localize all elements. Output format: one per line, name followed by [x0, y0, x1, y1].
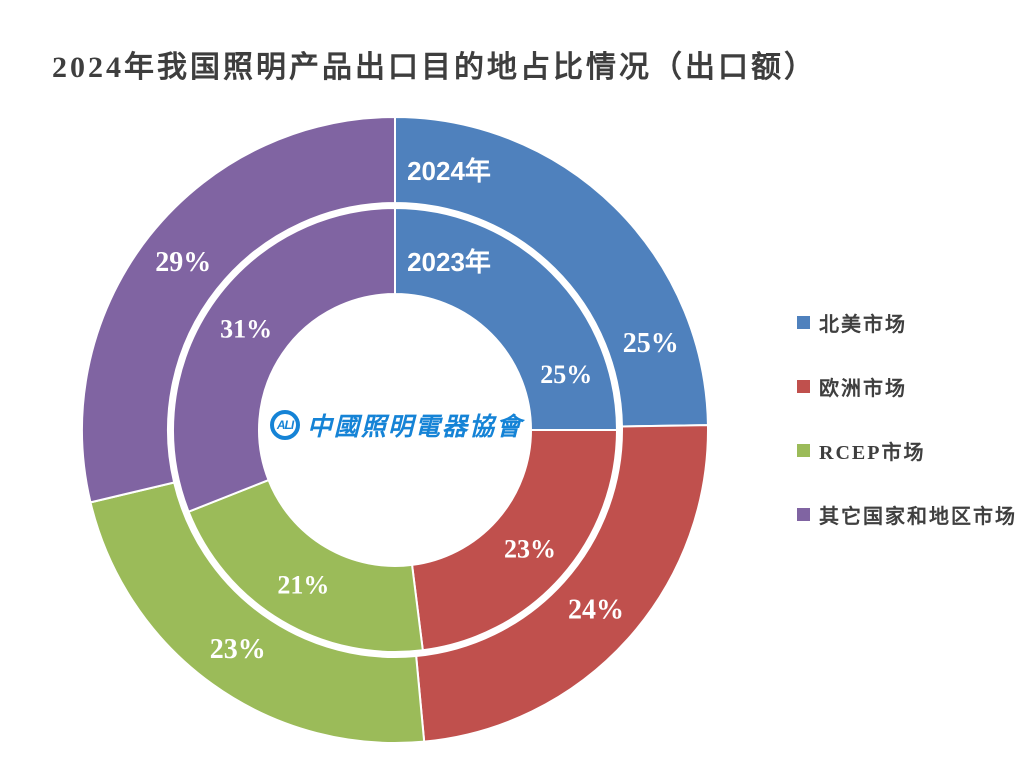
slice-percent-label: 25%	[540, 360, 592, 389]
slice-percent-label: 23%	[210, 634, 266, 665]
donut-slice-2023年-北美市场	[394, 206, 619, 431]
legend-swatch-icon	[797, 443, 810, 457]
legend-item-3: 其它国家和地区市场	[797, 482, 1017, 546]
legend-label: RCEP市场	[819, 441, 926, 464]
donut-slice-2024年-北美市场	[394, 115, 709, 428]
cali-logo-text: 中國照明電器協會	[307, 414, 524, 441]
legend-label: 欧洲市场	[819, 377, 907, 400]
ring-year-label: 2023年	[407, 247, 491, 277]
legend-swatch-icon	[797, 379, 810, 393]
donut-slice-2023年-欧洲市场	[410, 429, 619, 652]
donut-slice-2023年-其它国家和地区市场	[172, 206, 396, 514]
legend-item-1: 欧洲市场	[797, 354, 1017, 418]
slice-percent-label: 21%	[277, 570, 329, 599]
slice-percent-label: 31%	[220, 314, 272, 343]
legend-item-0: 北美市场	[797, 290, 1017, 354]
donut-slice-2023年-RCEP市场	[187, 478, 424, 653]
donut-slice-2024年-欧洲市场	[415, 424, 709, 743]
legend-item-2: RCEP市场	[797, 418, 1017, 482]
legend-label: 其它国家和地区市场	[819, 505, 1017, 528]
legend-swatch-icon	[797, 315, 810, 329]
chart-title: 2024年我国照明产品出口目的地占比情况（出口额）	[52, 51, 817, 84]
slice-percent-label: 29%	[155, 247, 211, 278]
legend-swatch-icon	[797, 507, 810, 521]
ring-year-label: 2024年	[407, 156, 491, 186]
chart-legend: 北美市场欧洲市场 RCEP市场其它国家和地区市场	[797, 290, 1017, 546]
cali-logo-circle-icon: ALI	[270, 410, 300, 440]
slice-percent-label: 24%	[568, 595, 624, 626]
donut-slice-2024年-其它国家和地区市场	[81, 115, 396, 504]
legend-label: 北美市场	[819, 313, 907, 336]
slice-percent-label: 23%	[504, 535, 556, 564]
donut-slice-2024年-RCEP市场	[89, 481, 426, 745]
cali-logo: ALI 中國照明電器協會	[270, 404, 524, 446]
slice-percent-label: 25%	[623, 328, 679, 359]
